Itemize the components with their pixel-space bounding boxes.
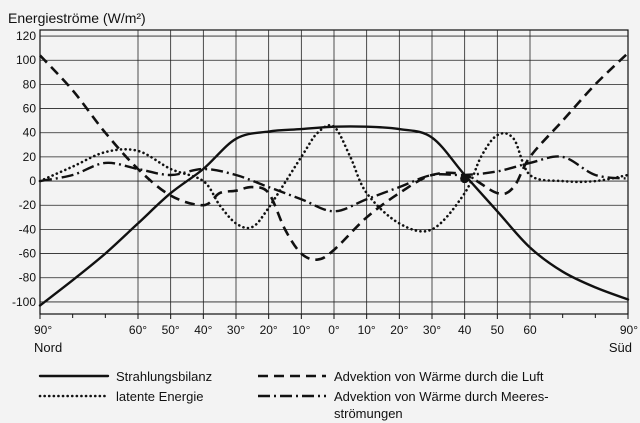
y-tick-label: -100 (12, 295, 36, 309)
legend-label: Strahlungsbilanz (116, 369, 212, 384)
legend-label: Advektion von Wärme durch die Luft (334, 369, 544, 384)
x-tick-label: 10° (292, 323, 310, 337)
x-label-sued: Süd (609, 340, 632, 355)
y-axis: 120 100 80 60 40 20 0 -20 -40 -60 -80 -100 (12, 29, 36, 309)
x-tick-label: 20° (260, 323, 278, 337)
x-tick-label: 60 (523, 323, 537, 337)
y-tick-label: 20 (23, 150, 37, 164)
legend-label-cont: strömungen (334, 406, 403, 421)
legend: Strahlungsbilanz latente Energie Advektion… (38, 369, 549, 421)
y-tick-label: -80 (19, 271, 37, 285)
x-tick-label: 40 (458, 323, 472, 337)
x-tick-label: 40° (194, 323, 212, 337)
x-tick-label: 0° (328, 323, 340, 337)
y-tick-label: 0 (29, 174, 36, 188)
legend-label: Advektion von Wärme durch Meeres- (334, 389, 549, 404)
y-tick-label: 80 (23, 77, 37, 91)
y-tick-label: 60 (23, 102, 37, 116)
y-tick-label: 120 (16, 29, 36, 43)
chart-title: Energieströme (W/m²) (8, 10, 146, 26)
series-line-latente-energie (38, 123, 630, 233)
y-tick-label: 40 (23, 126, 37, 140)
x-tick-label: 50° (162, 323, 180, 337)
x-tick-label: 30° (227, 323, 245, 337)
x-tick-label: 90° (620, 323, 638, 337)
series-line-advektion-von-w-rme-durch-die-luft (39, 52, 629, 262)
series-lines (38, 52, 630, 307)
x-tick-label: 20° (390, 323, 408, 337)
intersection-point (460, 174, 470, 184)
x-label-nord: Nord (34, 340, 62, 355)
x-tick-label: 90° (34, 323, 52, 337)
x-tick-label: 60° (129, 323, 147, 337)
x-tick-label: 30° (423, 323, 441, 337)
y-tick-label: 100 (16, 53, 36, 67)
x-tick-label: 10° (358, 323, 376, 337)
y-tick-label: -40 (19, 222, 37, 236)
x-axis: 90° 60° 50° 40° 30° 20° 10° 0° 10° 20° 30° 40 50 60 90… (34, 314, 638, 355)
grid (39, 29, 629, 315)
legend-label: latente Energie (116, 389, 203, 404)
y-tick-label: -20 (19, 198, 37, 212)
x-tick-label: 50 (491, 323, 505, 337)
series-line-advektion-von-w-rme-durch-meeresstr-mungen (39, 155, 629, 213)
y-tick-label: -60 (19, 247, 37, 261)
